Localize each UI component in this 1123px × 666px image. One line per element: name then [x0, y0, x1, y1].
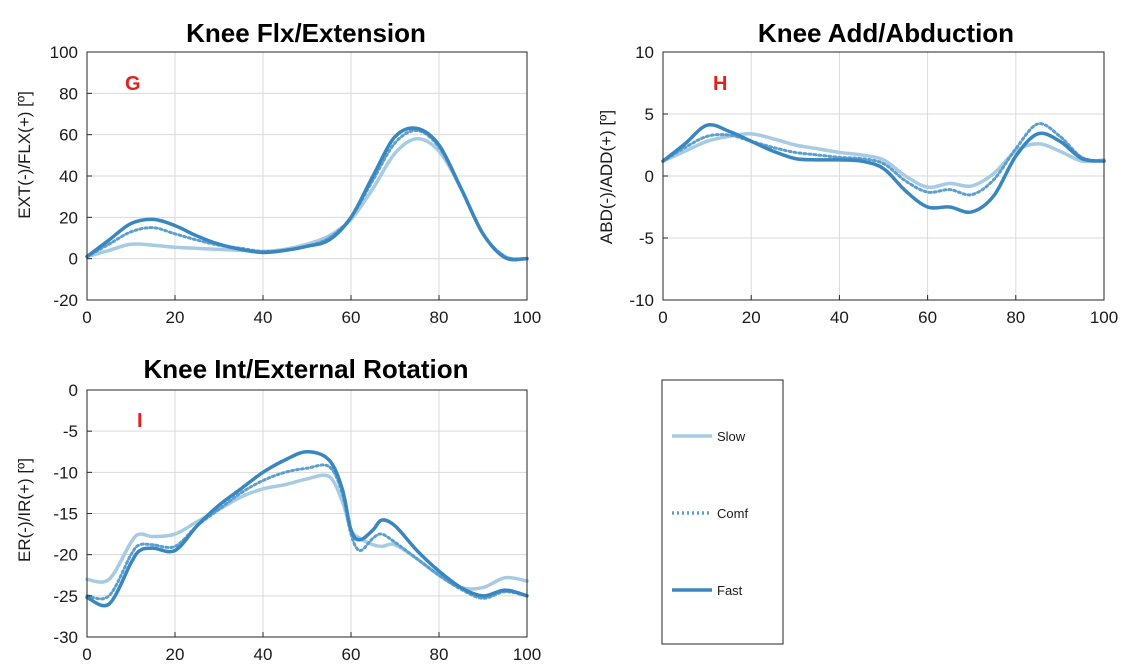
y-tick-label: 100 — [50, 43, 78, 62]
y-tick-label: 0 — [645, 167, 654, 186]
x-tick-label: 40 — [254, 308, 273, 327]
tick-labels: 0 20 40 60 80 100 -30 -25 -20 -15 -10 -5 0 — [53, 381, 541, 664]
x-tick-label: 0 — [658, 308, 667, 327]
grid — [86, 389, 528, 638]
legend-item-slow: Slow — [672, 429, 746, 444]
grid — [86, 51, 528, 301]
legend-item-fast: Fast — [672, 583, 743, 598]
series-group — [85, 126, 529, 262]
y-tick-label: -25 — [53, 587, 78, 606]
x-tick-label: 100 — [1090, 308, 1118, 327]
x-tick-label: 80 — [430, 645, 449, 664]
y-axis-label: ER(-)/IR(+) [º] — [15, 458, 34, 562]
y-tick-label: 5 — [645, 105, 654, 124]
chart-title: Knee Int/External Rotation — [143, 354, 468, 384]
x-tick-label: 0 — [82, 645, 91, 664]
y-tick-label: -10 — [53, 463, 78, 482]
y-tick-label: -15 — [53, 505, 78, 524]
series-line-fast — [85, 126, 529, 262]
y-tick-label: 40 — [59, 167, 78, 186]
x-tick-label: 80 — [430, 308, 449, 327]
legend: Slow Comf Fast — [661, 379, 784, 645]
series-line-comf — [85, 463, 529, 601]
panel-letter: H — [713, 73, 727, 95]
x-tick-label: 40 — [254, 645, 273, 664]
legend-label-fast: Fast — [717, 583, 743, 598]
x-tick-label: 60 — [342, 645, 361, 664]
x-tick-label: 20 — [742, 308, 761, 327]
x-tick-label: 100 — [513, 308, 541, 327]
y-tick-label: -30 — [53, 628, 78, 647]
legend-item-comf: Comf — [672, 506, 748, 521]
chart-title: Knee Add/Abduction — [758, 18, 1014, 48]
panel-knee-flexion-extension: Knee Flx/Extension EXT(-)/FLX(+) [º] 0 20… — [15, 18, 541, 327]
tick-labels: 0 20 40 60 80 100 -10 -5 0 5 10 — [629, 43, 1118, 327]
y-tick-label: 0 — [69, 250, 78, 269]
series-line-fast — [661, 122, 1106, 215]
y-axis-label: EXT(-)/FLX(+) [º] — [15, 91, 34, 219]
y-tick-label: -5 — [63, 422, 78, 441]
x-tick-label: 20 — [166, 308, 185, 327]
series-group — [85, 450, 529, 608]
y-tick-label: 20 — [59, 208, 78, 227]
y-tick-label: -20 — [53, 291, 78, 310]
grid — [662, 51, 1105, 301]
x-tick-label: 60 — [918, 308, 937, 327]
series-line-slow — [661, 132, 1106, 190]
y-tick-label: -20 — [53, 546, 78, 565]
legend-label-slow: Slow — [717, 429, 746, 444]
y-axis-label: ABD(-)/ADD(+) [º] — [597, 110, 616, 244]
y-tick-label: 0 — [69, 381, 78, 400]
y-tick-label: 60 — [59, 126, 78, 145]
series-group — [661, 122, 1106, 215]
x-tick-label: 40 — [830, 308, 849, 327]
x-tick-label: 20 — [166, 645, 185, 664]
series-line-slow — [85, 137, 529, 261]
x-tick-label: 80 — [1006, 308, 1025, 327]
legend-label-comf: Comf — [717, 506, 748, 521]
y-tick-label: 10 — [635, 43, 654, 62]
panel-letter: I — [137, 410, 143, 432]
panel-knee-add-abduction: Knee Add/Abduction ABD(-)/ADD(+) [º] 0 20… — [597, 18, 1118, 327]
y-tick-label: -10 — [629, 291, 654, 310]
series-line-comf — [661, 122, 1106, 197]
panel-letter: G — [125, 73, 141, 95]
y-tick-label: -5 — [639, 229, 654, 248]
x-tick-label: 100 — [513, 645, 541, 664]
panel-knee-int-external-rotation: Knee Int/External Rotation ER(-)/IR(+) [… — [15, 354, 541, 664]
series-line-fast — [85, 450, 529, 608]
series-line-slow — [85, 473, 529, 591]
x-tick-label: 60 — [342, 308, 361, 327]
y-tick-label: 80 — [59, 84, 78, 103]
chart-title: Knee Flx/Extension — [186, 18, 426, 48]
x-tick-label: 0 — [82, 308, 91, 327]
series-line-comf — [85, 129, 529, 261]
